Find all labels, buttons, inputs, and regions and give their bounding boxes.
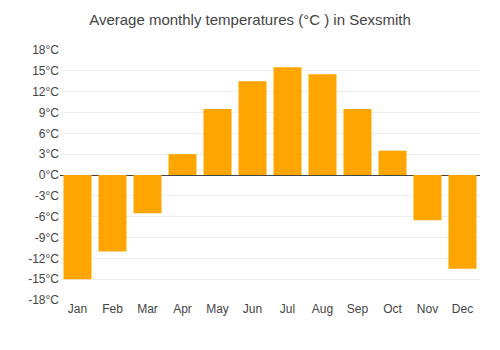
svg-text:6°C: 6°C bbox=[39, 127, 59, 141]
svg-text:Apr: Apr bbox=[173, 302, 192, 316]
svg-text:Sep: Sep bbox=[347, 302, 369, 316]
svg-text:-18°C: -18°C bbox=[28, 293, 59, 307]
svg-text:3°C: 3°C bbox=[39, 147, 59, 161]
svg-text:-12°C: -12°C bbox=[28, 252, 59, 266]
svg-text:18°C: 18°C bbox=[32, 43, 59, 57]
svg-text:Average monthly temperatures (: Average monthly temperatures (°C ) in Se… bbox=[89, 11, 411, 28]
svg-text:-3°C: -3°C bbox=[35, 189, 59, 203]
svg-text:Nov: Nov bbox=[417, 302, 438, 316]
svg-text:Feb: Feb bbox=[102, 302, 123, 316]
svg-text:-9°C: -9°C bbox=[35, 231, 59, 245]
svg-text:Dec: Dec bbox=[452, 302, 473, 316]
svg-text:Aug: Aug bbox=[312, 302, 333, 316]
svg-text:12°C: 12°C bbox=[32, 85, 59, 99]
svg-text:15°C: 15°C bbox=[32, 64, 59, 78]
svg-text:0°C: 0°C bbox=[39, 168, 59, 182]
svg-text:Jul: Jul bbox=[280, 302, 295, 316]
svg-text:9°C: 9°C bbox=[39, 106, 59, 120]
svg-text:-15°C: -15°C bbox=[28, 272, 59, 286]
svg-text:Jun: Jun bbox=[243, 302, 262, 316]
svg-text:Jan: Jan bbox=[68, 302, 87, 316]
svg-text:-6°C: -6°C bbox=[35, 210, 59, 224]
svg-text:May: May bbox=[206, 302, 229, 316]
svg-text:Mar: Mar bbox=[137, 302, 158, 316]
svg-text:Oct: Oct bbox=[383, 302, 402, 316]
